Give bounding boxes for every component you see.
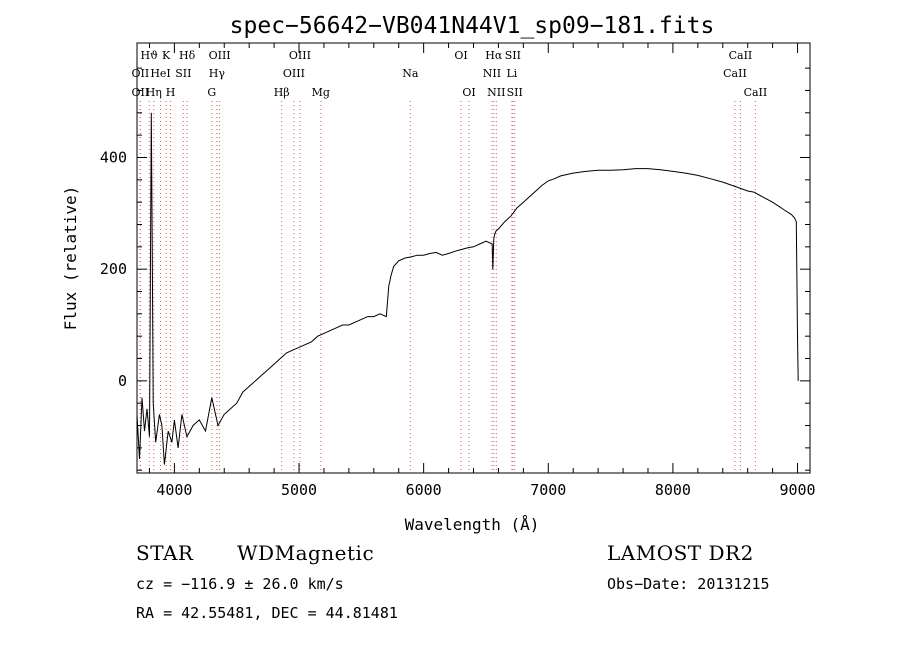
axis-ticks: 4000 5000 6000 7000 8000 9000 0 200 400 bbox=[100, 43, 816, 499]
y-axis-label: Flux (relative) bbox=[61, 186, 80, 331]
line-marker-label: Hγ bbox=[209, 67, 226, 80]
line-marker-label: OII bbox=[132, 67, 150, 80]
line-marker-label: SII bbox=[505, 49, 521, 62]
line-marker-label: OI bbox=[454, 49, 467, 62]
line-marker-label: NII bbox=[483, 67, 501, 80]
x-tick-label: 5000 bbox=[281, 481, 317, 499]
x-tick-label: 8000 bbox=[655, 481, 691, 499]
line-marker-label: Hδ bbox=[179, 49, 196, 62]
line-marker-label: CaII bbox=[729, 49, 753, 62]
observation-date: Obs−Date: 20131215 bbox=[607, 575, 770, 593]
line-marker-label: NII bbox=[487, 86, 505, 99]
line-marker-label: G bbox=[207, 86, 216, 99]
line-marker-label: CaII bbox=[744, 86, 768, 99]
plot-frame bbox=[136, 42, 811, 474]
coordinates: RA = 42.55481, DEC = 44.81481 bbox=[136, 604, 398, 622]
object-subclass: WDMagnetic bbox=[237, 541, 375, 565]
y-tick-label: 400 bbox=[100, 148, 127, 166]
x-tick-label: 7000 bbox=[530, 481, 566, 499]
line-marker-label: OIII bbox=[289, 49, 311, 62]
x-axis-label: Wavelength (Å) bbox=[405, 515, 540, 534]
chart-title: spec−56642−VB041N44V1_sp09−181.fits bbox=[230, 13, 715, 39]
x-tick-label: 9000 bbox=[779, 481, 815, 499]
line-marker-label: CaII bbox=[723, 67, 747, 80]
x-tick-label: 6000 bbox=[406, 481, 442, 499]
y-tick-label: 200 bbox=[100, 260, 127, 278]
line-marker-label: Hβ bbox=[274, 86, 290, 99]
line-marker-label: Na bbox=[402, 67, 419, 80]
y-tick-label: 0 bbox=[118, 372, 127, 390]
line-marker-label: OI bbox=[462, 86, 475, 99]
line-marker-label: Hη bbox=[146, 86, 162, 99]
line-marker-label: Hα bbox=[485, 49, 503, 62]
line-marker-label: OIII bbox=[209, 49, 231, 62]
spectrum-line bbox=[136, 112, 799, 465]
line-marker-label: K bbox=[162, 49, 171, 62]
emission-line-markers: OII OII Hϑ Hη HeI K H SII Hδ G Hγ OIII Hβ OIII OIII Mg N… bbox=[132, 49, 768, 473]
line-marker-label: SII bbox=[507, 86, 523, 99]
line-marker-label: SII bbox=[175, 67, 191, 80]
line-marker-label: OII bbox=[132, 86, 150, 99]
redshift-velocity: cz = −116.9 ± 26.0 km/s bbox=[136, 575, 344, 593]
line-marker-label: H bbox=[166, 86, 176, 99]
line-marker-label: HeI bbox=[150, 67, 170, 80]
line-marker-label: OIII bbox=[283, 67, 305, 80]
line-marker-label: Li bbox=[506, 67, 517, 80]
object-class: STAR bbox=[136, 541, 194, 565]
line-marker-label: Mg bbox=[312, 86, 330, 99]
line-marker-label: Hϑ bbox=[140, 49, 158, 62]
survey-name: LAMOST DR2 bbox=[607, 541, 754, 565]
x-tick-label: 4000 bbox=[156, 481, 192, 499]
